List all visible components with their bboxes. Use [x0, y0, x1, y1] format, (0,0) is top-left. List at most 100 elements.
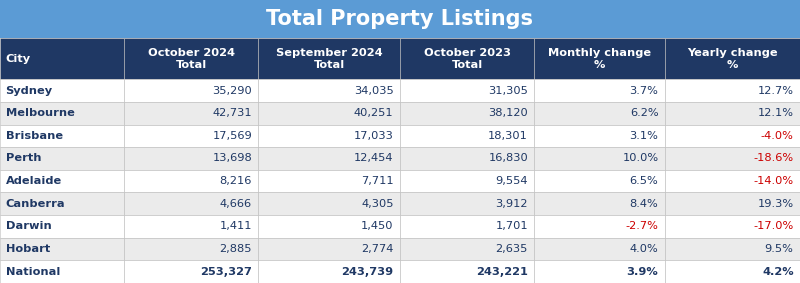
Text: Sydney: Sydney: [6, 85, 53, 96]
Bar: [400, 238, 534, 260]
Bar: [124, 38, 258, 79]
Bar: [124, 260, 258, 283]
Bar: [124, 147, 258, 170]
Text: Monthly change
%: Monthly change %: [548, 48, 651, 70]
Text: 3.7%: 3.7%: [630, 85, 658, 96]
Text: 1,701: 1,701: [495, 221, 528, 231]
Text: Hobart: Hobart: [6, 244, 50, 254]
Text: October 2024
Total: October 2024 Total: [148, 48, 234, 70]
Bar: [258, 125, 400, 147]
Bar: [534, 102, 665, 125]
Bar: [400, 38, 534, 79]
Text: 13,698: 13,698: [212, 153, 252, 164]
Bar: [534, 125, 665, 147]
Text: 4.0%: 4.0%: [630, 244, 658, 254]
Bar: [534, 238, 665, 260]
Bar: [665, 192, 800, 215]
Text: 253,327: 253,327: [200, 267, 252, 277]
Text: Canberra: Canberra: [6, 199, 66, 209]
Text: Melbourne: Melbourne: [6, 108, 74, 118]
Bar: [258, 192, 400, 215]
Text: 4,305: 4,305: [361, 199, 394, 209]
Bar: [400, 102, 534, 125]
Bar: [258, 215, 400, 238]
Text: City: City: [6, 54, 30, 64]
Text: -14.0%: -14.0%: [754, 176, 794, 186]
Bar: [534, 170, 665, 192]
Bar: [665, 147, 800, 170]
Bar: [400, 215, 534, 238]
Text: 2,635: 2,635: [496, 244, 528, 254]
Bar: [124, 79, 258, 102]
Bar: [0, 125, 124, 147]
Text: 243,221: 243,221: [476, 267, 528, 277]
Text: 9,554: 9,554: [495, 176, 528, 186]
Text: 42,731: 42,731: [212, 108, 252, 118]
Text: Darwin: Darwin: [6, 221, 51, 231]
Text: 3.9%: 3.9%: [626, 267, 658, 277]
Text: -2.7%: -2.7%: [626, 221, 658, 231]
Text: 17,033: 17,033: [354, 131, 394, 141]
Bar: [0, 192, 124, 215]
Text: 8,216: 8,216: [220, 176, 252, 186]
Bar: [400, 260, 534, 283]
Text: National: National: [6, 267, 60, 277]
Bar: [665, 170, 800, 192]
Text: 34,035: 34,035: [354, 85, 394, 96]
Text: 16,830: 16,830: [488, 153, 528, 164]
Bar: [0, 0, 800, 38]
Text: 1,450: 1,450: [361, 221, 394, 231]
Text: 2,774: 2,774: [362, 244, 394, 254]
Text: 6.2%: 6.2%: [630, 108, 658, 118]
Bar: [0, 38, 124, 79]
Bar: [400, 147, 534, 170]
Bar: [0, 102, 124, 125]
Bar: [124, 170, 258, 192]
Bar: [0, 215, 124, 238]
Text: 38,120: 38,120: [488, 108, 528, 118]
Text: 40,251: 40,251: [354, 108, 394, 118]
Text: September 2024
Total: September 2024 Total: [276, 48, 382, 70]
Text: -18.6%: -18.6%: [754, 153, 794, 164]
Text: 12.1%: 12.1%: [758, 108, 794, 118]
Text: -4.0%: -4.0%: [761, 131, 794, 141]
Text: 19.3%: 19.3%: [758, 199, 794, 209]
Bar: [534, 147, 665, 170]
Text: 31,305: 31,305: [488, 85, 528, 96]
Bar: [124, 215, 258, 238]
Text: October 2023
Total: October 2023 Total: [424, 48, 510, 70]
Text: Yearly change
%: Yearly change %: [687, 48, 778, 70]
Bar: [124, 102, 258, 125]
Text: 243,739: 243,739: [342, 267, 394, 277]
Bar: [258, 147, 400, 170]
Bar: [124, 192, 258, 215]
Text: Adelaide: Adelaide: [6, 176, 62, 186]
Text: 12,454: 12,454: [354, 153, 394, 164]
Bar: [258, 38, 400, 79]
Text: 7,711: 7,711: [361, 176, 394, 186]
Bar: [400, 79, 534, 102]
Text: 6.5%: 6.5%: [630, 176, 658, 186]
Text: 10.0%: 10.0%: [622, 153, 658, 164]
Bar: [665, 215, 800, 238]
Bar: [0, 260, 124, 283]
Bar: [665, 79, 800, 102]
Text: 4.2%: 4.2%: [762, 267, 794, 277]
Text: 8.4%: 8.4%: [630, 199, 658, 209]
Bar: [400, 192, 534, 215]
Text: 3,912: 3,912: [495, 199, 528, 209]
Text: 2,885: 2,885: [219, 244, 252, 254]
Bar: [258, 79, 400, 102]
Text: Total Property Listings: Total Property Listings: [266, 9, 534, 29]
Bar: [534, 79, 665, 102]
Text: 18,301: 18,301: [488, 131, 528, 141]
Bar: [0, 238, 124, 260]
Text: Brisbane: Brisbane: [6, 131, 62, 141]
Text: 17,569: 17,569: [212, 131, 252, 141]
Bar: [258, 260, 400, 283]
Bar: [0, 147, 124, 170]
Bar: [258, 238, 400, 260]
Bar: [665, 260, 800, 283]
Bar: [534, 192, 665, 215]
Bar: [258, 170, 400, 192]
